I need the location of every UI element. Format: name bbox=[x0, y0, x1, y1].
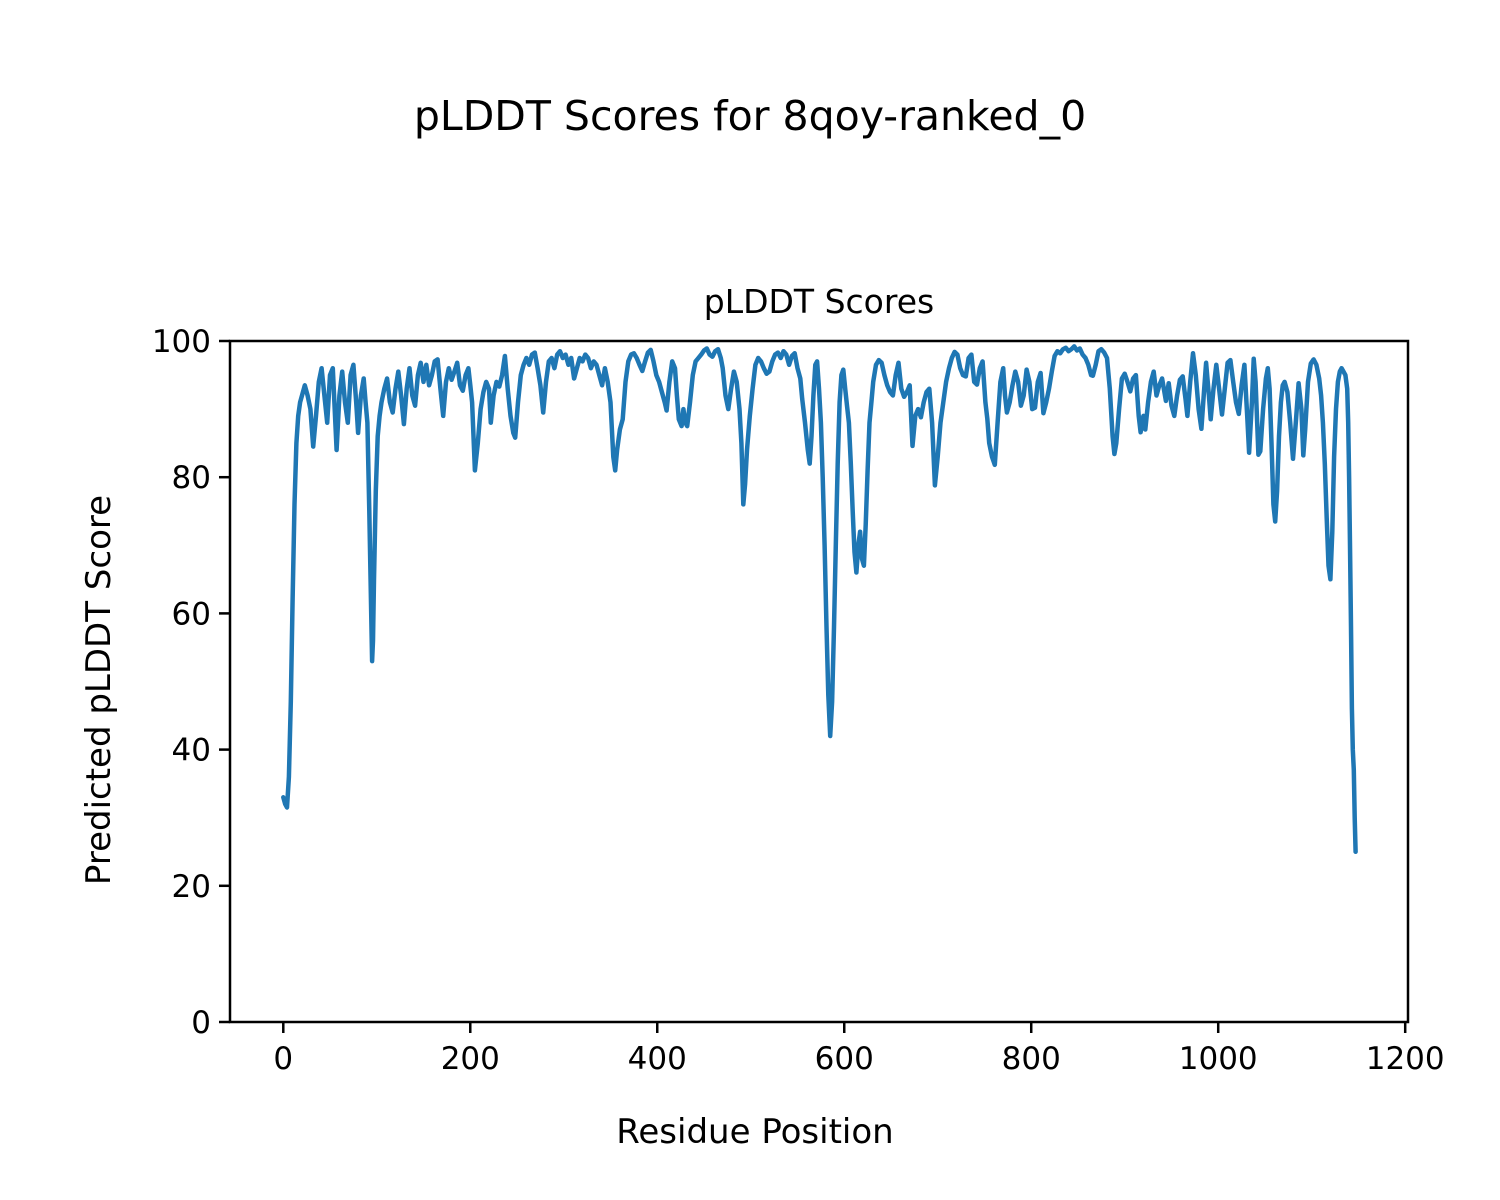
y-tick-label: 60 bbox=[172, 596, 211, 632]
y-tick-label: 100 bbox=[152, 324, 211, 360]
x-tick-label: 600 bbox=[815, 1041, 874, 1077]
x-tick-label: 200 bbox=[441, 1041, 500, 1077]
y-tick-label: 80 bbox=[172, 460, 211, 496]
plot-area: 0 200 400 600 800 1000 1200 0 20 40 60 80 100 bbox=[152, 324, 1445, 1077]
figure-title: pLDDT Scores for 8qoy-ranked_0 bbox=[413, 92, 1087, 140]
axes-title: pLDDT Scores bbox=[703, 282, 935, 321]
plddt-line bbox=[281, 344, 1358, 855]
y-tick-label: 0 bbox=[191, 1005, 211, 1041]
axes-frame bbox=[228, 339, 1410, 1024]
y-axis-label: Predicted pLDDT Score bbox=[79, 494, 119, 886]
y-tick-label: 20 bbox=[172, 869, 211, 905]
x-tick-label: 800 bbox=[1002, 1041, 1061, 1077]
x-tick-label: 1200 bbox=[1366, 1041, 1445, 1077]
x-axis-label: Residue Position bbox=[616, 1112, 894, 1152]
x-tick-label: 0 bbox=[273, 1041, 293, 1077]
x-tick-label: 400 bbox=[628, 1041, 687, 1077]
y-tick-label: 40 bbox=[172, 733, 211, 769]
x-tick-label: 1000 bbox=[1179, 1041, 1258, 1077]
